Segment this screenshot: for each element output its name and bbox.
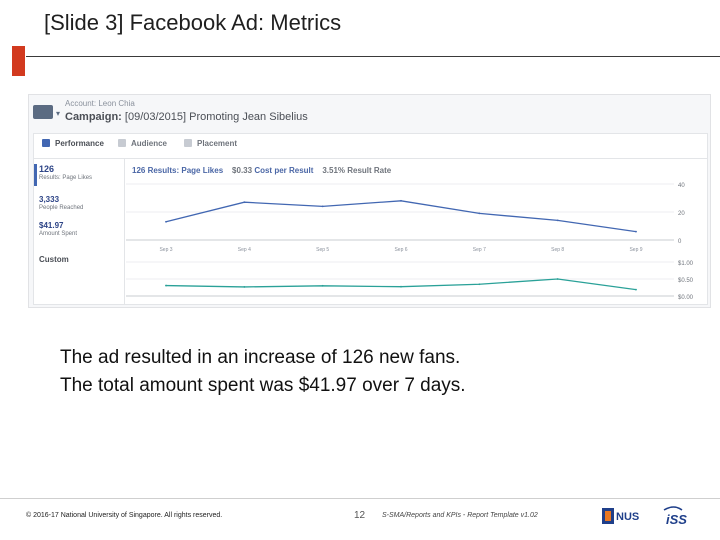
facebook-ads-screenshot: ▾ Account: Leon Chia Campaign: [09/03/20… (28, 94, 711, 308)
placement-icon (184, 139, 192, 147)
data-point (478, 283, 481, 286)
series-line (165, 200, 637, 233)
campaign-header: ▾ Account: Leon Chia Campaign: [09/03/20… (29, 95, 710, 125)
body-line-2: The total amount spent was $41.97 over 7… (60, 375, 466, 396)
x-tick-label: Sep 5 (316, 247, 329, 253)
tab-audience-label: Audience (131, 139, 168, 148)
audience-icon (118, 139, 126, 147)
campaign-title: Campaign: [09/03/2015] Promoting Jean Si… (65, 111, 308, 123)
footer-copyright: © 2016-17 National University of Singapo… (26, 512, 223, 519)
performance-chart: 126 Results: Page Likes $0.33 Cost per R… (126, 158, 706, 305)
campaign-name: [09/03/2015] Promoting Jean Sibelius (124, 111, 308, 123)
summary-cost-value: $0.33 (232, 166, 253, 175)
nus-logo: NUS (602, 508, 639, 524)
summary-results: 126 Results: Page Likes (132, 166, 224, 175)
title-divider (26, 56, 720, 57)
chart-summary: 126 Results: Page Likes $0.33 Cost per R… (132, 166, 391, 175)
summary-cost-label: Cost per Result (254, 166, 314, 175)
performance-icon (42, 139, 50, 147)
tab-placement[interactable]: Placement (184, 139, 237, 148)
footer-divider (0, 498, 720, 499)
y-tick-label: 0 (678, 239, 682, 245)
summary-rate: 3.51% Result Rate (322, 166, 392, 175)
tab-audience[interactable]: Audience (118, 139, 167, 148)
data-point (635, 288, 637, 291)
y-tick-label: $0.00 (678, 295, 694, 301)
data-point (165, 220, 167, 223)
data-point (635, 230, 637, 233)
campaign-icon[interactable] (33, 105, 53, 119)
iss-swoosh (663, 506, 683, 511)
data-point (556, 278, 559, 280)
x-tick-label: Sep 7 (473, 247, 486, 253)
metric-spent-label: Amount Spent (39, 231, 78, 237)
y-tick-label: 20 (678, 211, 685, 217)
slide-title: [Slide 3] Facebook Ad: Metrics (44, 10, 342, 35)
footer-template-name: S-SMA/Reports and KPIs - Report Template… (382, 512, 538, 519)
insights-card: Performance Audience Placement 126 Resul… (33, 133, 708, 305)
data-point (400, 199, 402, 202)
metrics-sidebar: 126 Results: Page Likes 3,333 People Rea… (34, 158, 125, 305)
data-point (243, 201, 246, 204)
slide-body: The ad resulted in an increase of 126 ne… (60, 344, 466, 400)
data-point (321, 284, 324, 287)
series-line (165, 278, 637, 291)
x-tick-label: Sep 8 (551, 247, 564, 253)
nus-crest-inner (605, 511, 611, 521)
data-point (321, 205, 324, 208)
iss-logo: iSS (663, 506, 687, 527)
data-point (478, 212, 481, 215)
data-point (243, 286, 246, 288)
y-tick-label: $1.00 (678, 261, 694, 267)
metric-reach-value[interactable]: 3,333 (39, 195, 60, 204)
metric-results-value[interactable]: 126 (39, 164, 55, 174)
tab-performance[interactable]: Performance (42, 139, 104, 148)
metric-results-label: Results: Page Likes (39, 175, 93, 181)
selected-metric-indicator (34, 164, 37, 186)
body-line-1: The ad resulted in an increase of 126 ne… (60, 347, 461, 368)
nus-logo-text: NUS (616, 511, 639, 523)
metric-spent-value[interactable]: $41.97 (39, 221, 64, 230)
tab-performance-label: Performance (55, 139, 104, 148)
slide-footer: © 2016-17 National University of Singapo… (0, 498, 720, 540)
custom-metric-button[interactable]: Custom (39, 255, 69, 264)
y-tick-label: $0.50 (678, 278, 694, 284)
y-tick-label: 40 (678, 183, 685, 189)
tab-placement-label: Placement (197, 139, 238, 148)
account-label: Account: Leon Chia (65, 99, 135, 108)
campaign-prefix: Campaign: (65, 111, 122, 123)
data-point (165, 284, 167, 287)
iss-logo-text: iSS (666, 512, 687, 527)
page-number: 12 (354, 510, 366, 521)
insights-tabs: Performance Audience Placement (34, 134, 707, 159)
x-tick-label: Sep 3 (159, 247, 172, 253)
x-tick-label: Sep 4 (238, 247, 251, 253)
x-tick-label: Sep 6 (394, 247, 407, 253)
title-accent-bar (12, 46, 25, 76)
chevron-down-icon[interactable]: ▾ (56, 109, 61, 118)
metric-reach-label: People Reached (39, 205, 84, 211)
data-point (400, 285, 402, 288)
line-chart-svg: 40 20 0 Sep 3 Sep 4 Sep 5 Sep 6 Sep 7 Sep 8 Sep 9… (126, 183, 694, 301)
data-point (556, 219, 559, 222)
x-tick-label: Sep 9 (629, 247, 642, 253)
